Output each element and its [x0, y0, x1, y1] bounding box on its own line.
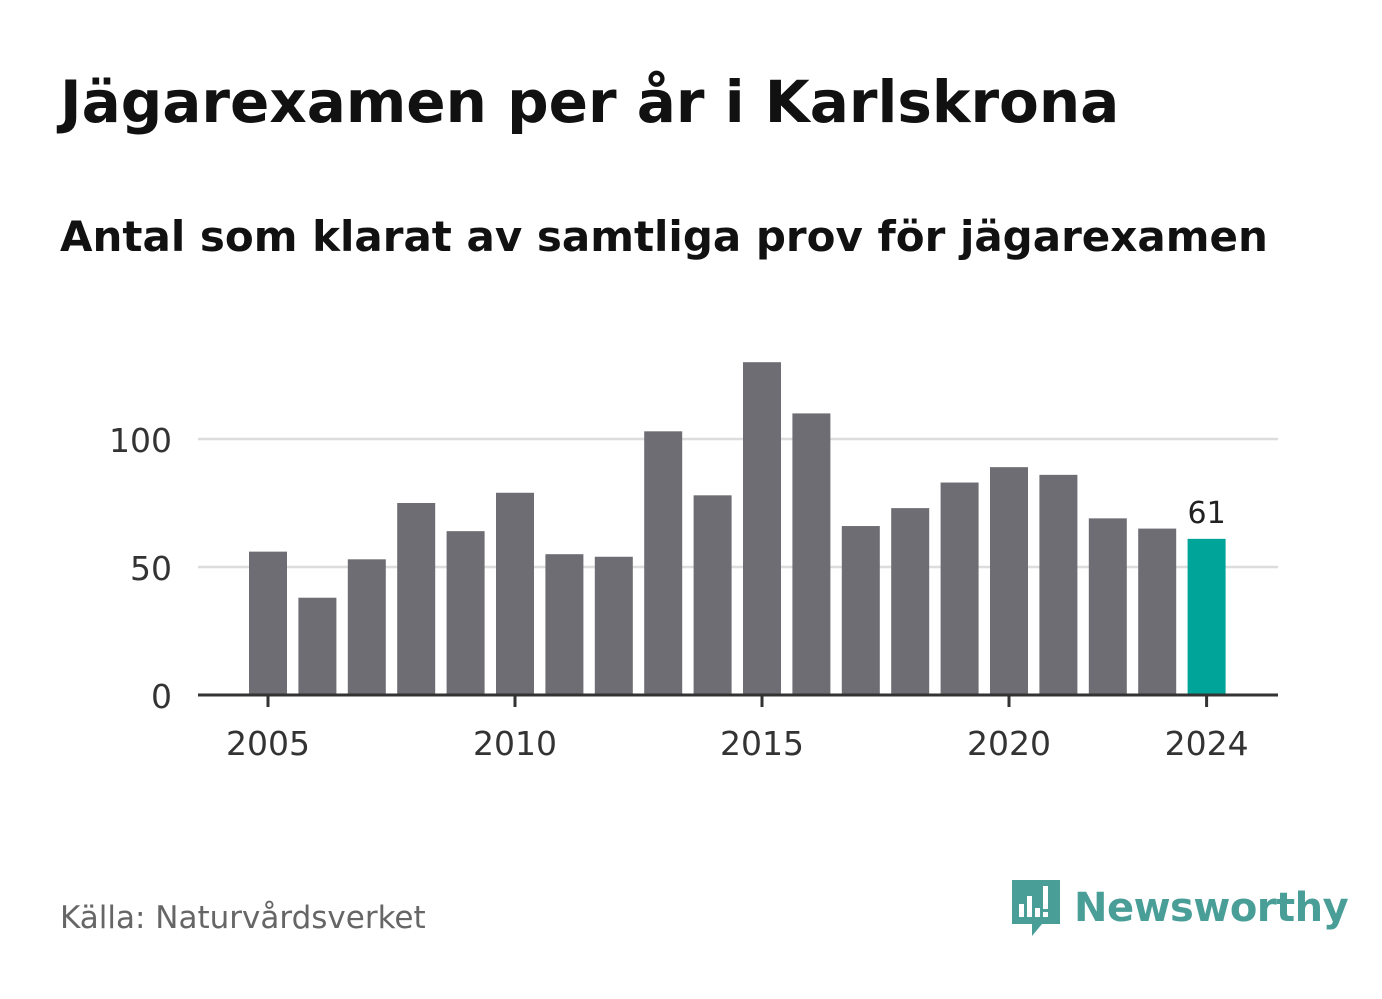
bar-2024	[1187, 538, 1226, 695]
bar-2011	[545, 554, 584, 695]
chart-title: Jägarexamen per år i Karlskrona	[60, 68, 1120, 136]
x-tick-label: 2020	[967, 724, 1051, 763]
bar-2023	[1138, 528, 1177, 695]
bar-2007	[347, 559, 386, 695]
x-tick-label: 2024	[1165, 724, 1249, 763]
bar-2014	[693, 495, 732, 695]
bar-2016	[792, 413, 831, 695]
bar-2021	[1039, 474, 1078, 695]
data-label-2024: 61	[1188, 496, 1226, 531]
bar-2008	[397, 503, 436, 695]
bar-2020	[990, 467, 1028, 695]
source-note: Källa: Naturvårdsverket	[60, 900, 426, 936]
chart-subtitle: Antal som klarat av samtliga prov för jä…	[60, 212, 1268, 261]
x-tick-label: 2015	[720, 724, 804, 763]
bar-2010	[496, 492, 534, 695]
bar-2019	[940, 482, 979, 695]
bar-2012	[594, 556, 633, 695]
x-tick-label: 2005	[226, 724, 310, 763]
bar-2005	[249, 551, 287, 695]
y-tick-label: 100	[109, 421, 172, 460]
bar-2006	[298, 597, 337, 695]
y-tick-label: 0	[151, 677, 172, 716]
x-tick-label: 2010	[473, 724, 557, 763]
bar-2018	[891, 508, 930, 695]
brand-logo: Newsworthy	[1010, 878, 1349, 938]
bar-2022	[1088, 518, 1127, 695]
bar-chart: 0 50 100 61 2005 2010 2015 2020 2024	[109, 362, 1278, 763]
bar-2015	[743, 362, 781, 695]
brand-name: Newsworthy	[1074, 885, 1349, 931]
y-tick-label: 50	[130, 549, 172, 588]
bar-2009	[446, 531, 485, 695]
bar-2013	[644, 431, 683, 695]
bar-chart-speech-bubble-icon	[1012, 880, 1060, 936]
bar-2017	[841, 526, 880, 695]
